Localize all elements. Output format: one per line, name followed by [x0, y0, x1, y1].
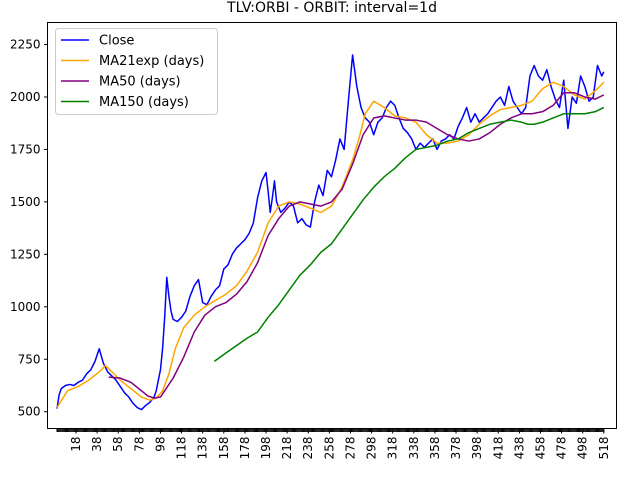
x-tick-label: 518 [597, 437, 611, 460]
x-tick-label: 378 [449, 437, 463, 460]
x-tick-label: 78 [132, 437, 146, 452]
x-tick-label: 58 [111, 437, 125, 452]
x-tick-label: 38 [90, 437, 104, 452]
x-tick-label: 358 [428, 437, 442, 460]
series-line-2 [108, 92, 605, 399]
y-tick-label: 1750 [10, 142, 41, 156]
x-tick-label: 338 [407, 437, 421, 460]
plot-lines [56, 54, 605, 411]
x-tick-label: 478 [555, 437, 569, 460]
x-tick-label: 458 [533, 437, 547, 460]
series-line-1 [56, 81, 605, 408]
y-tick-label: 750 [18, 352, 41, 366]
x-tick-label: 298 [365, 437, 379, 460]
y-ticks: 500 750 1000 1250 1500 1750 2000 2250 [10, 38, 48, 419]
x-tick-label: 178 [238, 437, 252, 460]
legend-label: MA21exp (days) [99, 54, 204, 69]
y-tick-label: 500 [18, 405, 41, 419]
x-tick-label: 498 [576, 437, 590, 460]
legend-box [55, 28, 218, 115]
legend-label: MA150 (days) [99, 95, 189, 110]
series-line-0 [56, 54, 605, 411]
x-tick-label: 138 [196, 437, 210, 460]
x-tick-label: 258 [322, 437, 336, 460]
x-tick-label: 18 [69, 437, 83, 452]
x-tick-label: 218 [280, 437, 294, 460]
x-tick-label: 238 [301, 437, 315, 460]
x-tick-label: 158 [217, 437, 231, 460]
legend: Close MA21exp (days) MA50 (days) MA150 (day… [55, 28, 218, 115]
x-tick-label: 198 [259, 437, 273, 460]
y-tick-label: 2000 [10, 90, 41, 104]
y-tick-label: 1250 [10, 247, 41, 261]
x-tick-label: 98 [153, 437, 167, 452]
legend-label: Close [99, 34, 134, 49]
y-tick-label: 2250 [10, 38, 41, 52]
x-tick-label: 398 [470, 437, 484, 460]
legend-label: MA50 (days) [99, 75, 181, 90]
y-tick-label: 1500 [10, 195, 41, 209]
x-minor-ticks [56, 428, 605, 432]
series-line-3 [213, 106, 605, 362]
chart-title: TLV:ORBI - ORBIT: interval=1d [226, 0, 437, 16]
x-tick-label: 418 [491, 437, 505, 460]
x-tick-label: 438 [512, 437, 526, 460]
x-tick-label: 318 [386, 437, 400, 460]
x-tick-label: 278 [343, 437, 357, 460]
x-ticks: 18 38 58 78 98 118 138 158 178 198 218 238 258 278 298… [69, 428, 611, 460]
y-tick-label: 1000 [10, 300, 41, 314]
plot-frame [47, 22, 617, 429]
x-tick-label: 118 [175, 437, 189, 460]
